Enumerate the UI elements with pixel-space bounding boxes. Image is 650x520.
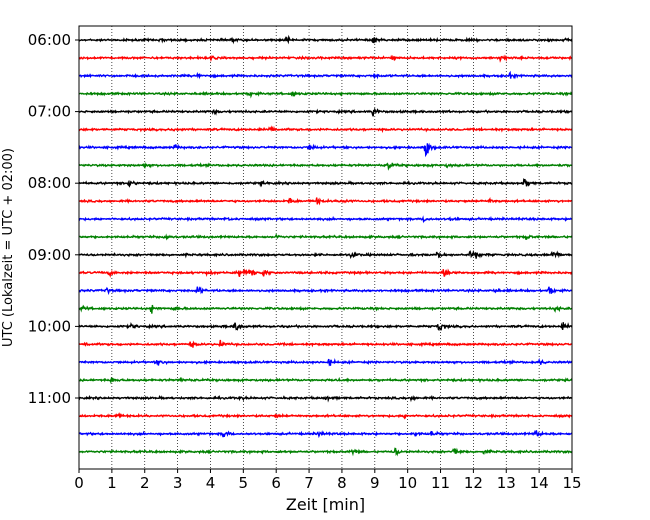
y-tick-label: 07:00 [28, 103, 71, 121]
x-tick-label: 10 [398, 474, 417, 492]
trace-line [78, 70, 573, 80]
trace-line [78, 249, 573, 260]
y-axis-label: UTC (Lokalzeit = UTC + 02:00) [1, 148, 16, 347]
trace-line [78, 54, 573, 63]
x-axis-label: Zeit [min] [286, 495, 365, 514]
seismogram-traces [78, 34, 573, 457]
trace-line [78, 286, 573, 296]
y-tick-label: 10:00 [28, 317, 71, 335]
y-tick-label: 11:00 [28, 389, 71, 407]
trace-line [78, 215, 573, 224]
trace-line [78, 357, 573, 367]
x-tick-label: 7 [304, 474, 314, 492]
trace-line [78, 447, 573, 457]
y-tick-label: 06:00 [28, 31, 71, 49]
vertical-grid [111, 26, 540, 469]
x-tick-label: 3 [173, 474, 183, 492]
x-tick-label: 12 [464, 474, 483, 492]
trace-line [78, 107, 573, 117]
axis-ticks: 0 1 2 3 4 5 6 7 8 9 10 11 12 13 14 1506:0007:0008:0009:… [28, 31, 582, 492]
trace-line [78, 233, 573, 241]
x-tick-label: 6 [271, 474, 281, 492]
x-tick-label: 14 [530, 474, 549, 492]
x-tick-label: 15 [562, 474, 581, 492]
trace-line [78, 339, 573, 348]
plot-frame [78, 25, 573, 470]
y-tick-label: 08:00 [28, 174, 71, 192]
x-tick-label: 2 [140, 474, 150, 492]
x-tick-label: 11 [431, 474, 450, 492]
trace-line [78, 90, 573, 99]
x-tick-label: 13 [497, 474, 516, 492]
trace-line [78, 142, 573, 158]
x-tick-label: 0 [74, 474, 84, 492]
trace-line [78, 125, 573, 134]
x-tick-label: 1 [107, 474, 117, 492]
x-tick-label: 4 [206, 474, 216, 492]
trace-line [78, 161, 573, 171]
trace-line [78, 268, 573, 279]
trace-line [78, 321, 573, 332]
trace-line [78, 412, 573, 420]
trace-line [78, 197, 573, 206]
x-tick-label: 8 [337, 474, 347, 492]
trace-line [78, 177, 573, 188]
y-tick-label: 09:00 [28, 246, 71, 264]
trace-line [78, 304, 573, 314]
x-tick-label: 9 [370, 474, 380, 492]
trace-line [78, 34, 573, 45]
trace-line [78, 394, 573, 403]
x-tick-label: 5 [239, 474, 249, 492]
trace-line [78, 376, 573, 385]
trace-line [78, 429, 573, 439]
